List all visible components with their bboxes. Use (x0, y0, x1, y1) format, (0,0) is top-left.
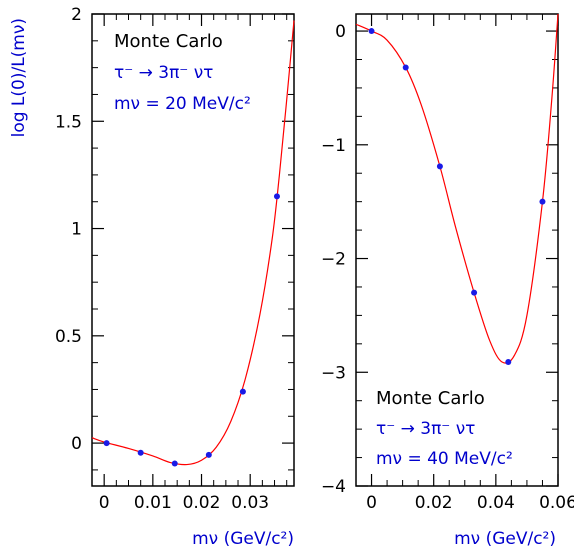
x-tick-label: 0.06 (539, 493, 574, 513)
y-tick-label: −4 (321, 477, 346, 497)
y-tick-label: 1 (71, 220, 82, 240)
y-tick-label: −3 (321, 363, 346, 383)
panel-left-points (103, 193, 280, 467)
panel-left-ylabel: log L(0)/L(mν) (9, 18, 29, 137)
data-point (273, 193, 280, 200)
data-point (137, 449, 144, 456)
y-tick-label: 0 (335, 22, 346, 42)
panel-right-frame (355, 13, 559, 487)
y-tick-label: −1 (321, 136, 346, 156)
data-point (402, 64, 409, 71)
panel-right-annotation-mass: mν = 40 MeV/c² (376, 449, 513, 469)
data-point (205, 451, 212, 458)
x-tick-label: 0.02 (183, 493, 221, 513)
x-tick-label: 0.01 (134, 493, 172, 513)
x-tick-label: 0 (99, 493, 110, 513)
x-tick-label: 0.03 (231, 493, 269, 513)
panel-right-points (368, 28, 546, 366)
panel-left: 0 0.01 0.02 0.03 0 0.5 1 1.5 2 Monte Carlo τ⁻ → … (9, 5, 295, 549)
panel-right-ticks (356, 14, 559, 487)
panel-left-tick-labels: 0 0.01 0.02 0.03 0 0.5 1 1.5 2 (55, 5, 269, 513)
panel-right-annotation-title: Monte Carlo (376, 388, 485, 409)
panel-left-ticks (92, 13, 294, 486)
x-tick-label: 0.02 (415, 493, 453, 513)
panel-left-annotation-title: Monte Carlo (114, 31, 223, 52)
data-point (171, 460, 178, 467)
data-point (436, 163, 443, 170)
data-point (505, 359, 512, 366)
y-tick-label: −2 (321, 250, 346, 270)
panel-left-annotation-process: τ⁻ → 3π⁻ ντ (114, 63, 213, 83)
panel-left-fit-curve (91, 20, 295, 466)
panel-right-xlabel: mν (GeV/c²) (454, 529, 556, 549)
panel-right-tick-labels: 0 0.02 0.04 0.06 0 −1 −2 −3 −4 (321, 22, 574, 513)
panel-right-annotation-process: τ⁻ → 3π⁻ ντ (376, 419, 475, 439)
panel-left-annotation-mass: mν = 20 MeV/c² (114, 94, 251, 114)
panel-right-fit-curve (355, 13, 559, 364)
y-tick-label: 1.5 (55, 112, 82, 132)
data-point (539, 198, 546, 205)
x-tick-label: 0.04 (477, 493, 515, 513)
y-tick-label: 2 (71, 5, 82, 25)
data-point (103, 440, 110, 447)
panel-left-frame (91, 13, 295, 487)
x-tick-label: 0 (366, 493, 377, 513)
data-point (471, 289, 478, 296)
panel-right: 0 0.02 0.04 0.06 0 −1 −2 −3 −4 Monte Carlo τ⁻ → … (321, 13, 574, 549)
panel-left-xlabel: mν (GeV/c²) (192, 529, 294, 549)
y-tick-label: 0.5 (55, 327, 82, 347)
data-point (368, 28, 375, 35)
data-point (239, 388, 246, 395)
y-tick-label: 0 (71, 434, 82, 454)
